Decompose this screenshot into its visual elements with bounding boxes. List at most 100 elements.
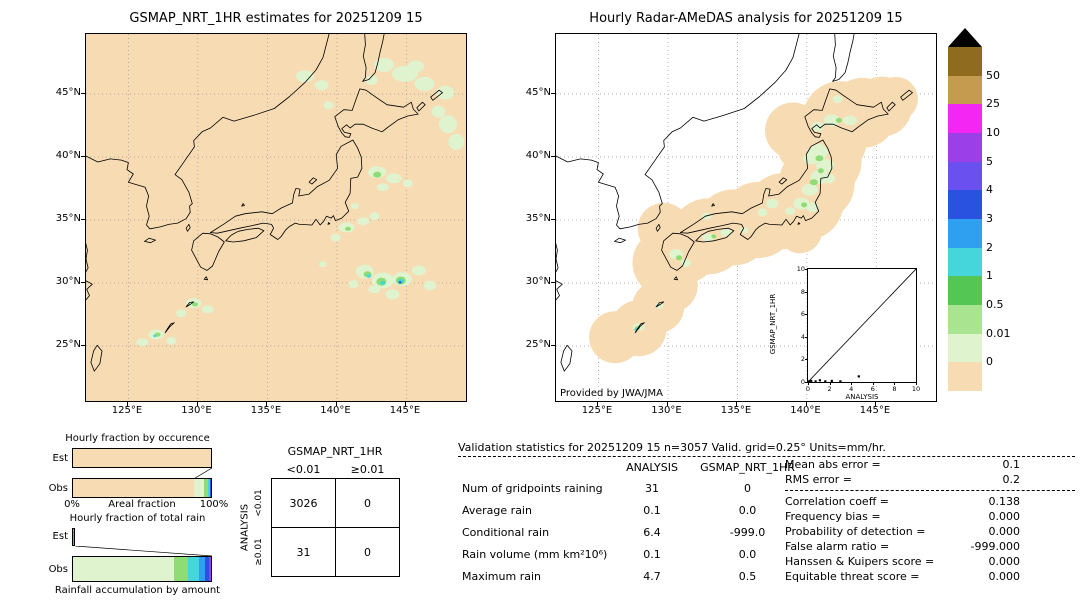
score-value: 0.000 bbox=[988, 510, 1021, 523]
rain-cell bbox=[374, 58, 395, 72]
bar-segment bbox=[73, 449, 211, 467]
coastline bbox=[84, 241, 89, 274]
totalrain-est-label: Est bbox=[52, 531, 68, 542]
rain-cell bbox=[812, 121, 824, 132]
right-map-title: Hourly Radar-AMeDAS analysis for 2025120… bbox=[589, 11, 903, 26]
contingency-cell: 0 bbox=[336, 479, 400, 528]
coastline bbox=[185, 224, 191, 232]
rain-cell bbox=[319, 261, 327, 268]
tick-mark bbox=[335, 402, 337, 406]
x-tick-label: 140°E bbox=[790, 405, 821, 416]
connector-line bbox=[75, 546, 212, 556]
rain-cell bbox=[398, 281, 402, 284]
scatter-point bbox=[839, 380, 842, 383]
rain-cell bbox=[355, 264, 374, 279]
x-tick-label: 125°E bbox=[111, 405, 143, 416]
score-row: Correlation coeff = 0.138 bbox=[785, 495, 1020, 508]
stats-col-analysis: ANALYSIS bbox=[626, 461, 678, 474]
coastline bbox=[144, 237, 156, 244]
contingency-row-header-1: <0.01 bbox=[254, 489, 264, 517]
occurrence-obs-bar bbox=[72, 478, 212, 498]
colorbar-segment bbox=[948, 133, 982, 162]
stats-row-analysis: 31 bbox=[645, 482, 659, 495]
tick-mark bbox=[81, 156, 85, 157]
rain-cell bbox=[448, 133, 465, 150]
scores-divider bbox=[785, 490, 1075, 491]
contingency-cell: 3026 bbox=[272, 479, 336, 528]
colorbar-overflow-triangle-icon bbox=[948, 28, 982, 47]
score-value: 0.138 bbox=[988, 495, 1021, 508]
stats-row-label: Rain volume (mm km²10⁶) bbox=[462, 548, 608, 561]
rain-cell bbox=[314, 80, 329, 91]
totalrain-connector bbox=[75, 546, 212, 556]
colorbar-tick-label: 0.5 bbox=[986, 298, 1004, 311]
tick-mark bbox=[551, 156, 555, 157]
tick-mark bbox=[808, 383, 809, 385]
colorbar-tick-label: 0.01 bbox=[986, 326, 1011, 340]
contingency-col-header-1: <0.01 bbox=[286, 463, 321, 476]
rain-cell bbox=[380, 281, 386, 285]
rain-cell bbox=[348, 280, 359, 289]
score-label: Correlation coeff = bbox=[785, 495, 889, 508]
rain-cell bbox=[806, 202, 819, 213]
contingency-title: GSMAP_NRT_1HR bbox=[287, 445, 383, 458]
rain-cell bbox=[436, 85, 455, 100]
rain-cell bbox=[385, 173, 402, 184]
score-value: 0.000 bbox=[988, 555, 1021, 568]
rain-cell bbox=[835, 117, 842, 123]
coastline bbox=[327, 222, 331, 225]
colorbar-segment bbox=[948, 75, 982, 105]
inset-y-tick-label: 4 bbox=[800, 332, 805, 341]
bar-segment bbox=[72, 528, 76, 546]
tick-mark bbox=[875, 402, 876, 406]
x-tick-label: 140°E bbox=[320, 405, 351, 416]
inset-x-tick-label: 6 bbox=[870, 385, 875, 393]
inset-y-tick-label: 10 bbox=[796, 265, 805, 273]
gsmap-map-svg bbox=[84, 33, 466, 401]
score-value: 0.000 bbox=[988, 570, 1021, 583]
scatter-point bbox=[830, 379, 833, 382]
rain-cell bbox=[201, 305, 214, 314]
rain-cell bbox=[766, 198, 779, 209]
score-value: 0.2 bbox=[1002, 473, 1021, 486]
tick-mark bbox=[551, 93, 555, 94]
rain-cell bbox=[373, 171, 382, 178]
rain-cell bbox=[676, 255, 682, 261]
rain-cell bbox=[740, 227, 749, 234]
inset-x-tick-label: 0 bbox=[805, 385, 811, 393]
coastline bbox=[554, 241, 559, 274]
coastline bbox=[778, 177, 788, 185]
tick-mark bbox=[805, 402, 807, 406]
rain-cell bbox=[411, 265, 426, 276]
bar-segment bbox=[209, 479, 211, 497]
score-label: False alarm ratio = bbox=[785, 540, 890, 553]
stats-row-analysis: 0.1 bbox=[643, 504, 661, 517]
tick-mark bbox=[805, 314, 807, 316]
inset-x-tick-label: 2 bbox=[827, 385, 832, 393]
rain-cell bbox=[153, 334, 157, 338]
stats-row-gsmap: -999.0 bbox=[729, 526, 766, 539]
stats-row-gsmap: 0.0 bbox=[738, 504, 757, 517]
coastline bbox=[334, 88, 419, 138]
rain-cell bbox=[136, 338, 149, 347]
tick-mark bbox=[666, 402, 668, 406]
tick-mark bbox=[872, 383, 874, 385]
one-to-one-line bbox=[807, 268, 917, 383]
rain-cell bbox=[681, 258, 691, 267]
rain-cell bbox=[785, 207, 796, 216]
contingency-cell: 0 bbox=[336, 528, 400, 577]
bar-segment bbox=[73, 557, 174, 581]
inset-x-tick-label: 8 bbox=[892, 385, 897, 393]
bar-segment bbox=[73, 479, 195, 497]
occurrence-x-min: 0% bbox=[64, 499, 80, 510]
coastline bbox=[804, 88, 889, 138]
credit-text: Provided by JWA/JMA bbox=[560, 388, 663, 399]
stats-row-analysis: 6.4 bbox=[643, 526, 661, 539]
inset-y-tick-label: 8 bbox=[800, 287, 805, 296]
tick-mark bbox=[196, 402, 198, 406]
occurrence-connector bbox=[195, 468, 212, 478]
y-tick-label: 30°N bbox=[525, 276, 551, 287]
inset-x-tick-label: 10 bbox=[911, 385, 921, 393]
coastline bbox=[554, 280, 563, 301]
stats-col-gsmap: GSMAP_NRT_1HR bbox=[700, 461, 795, 474]
